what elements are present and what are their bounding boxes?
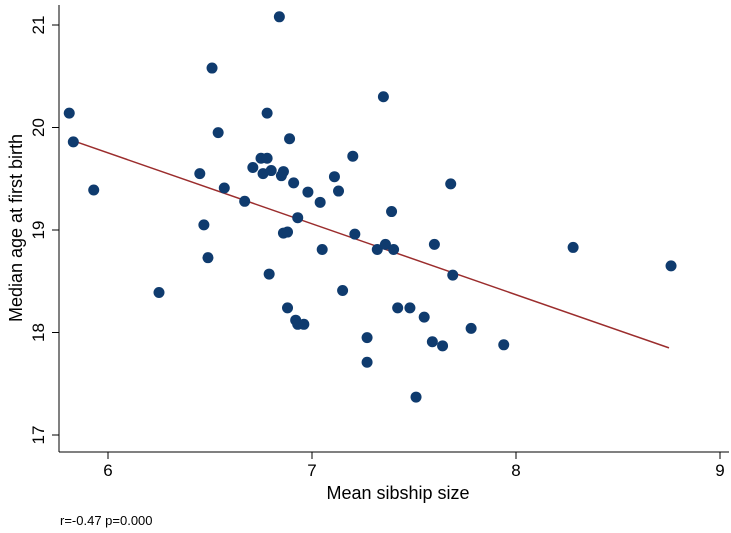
scatter-point bbox=[333, 185, 345, 197]
x-tick-label: 7 bbox=[307, 461, 316, 480]
scatter-point bbox=[284, 133, 296, 145]
scatter-point bbox=[288, 177, 300, 189]
y-axis-title: Median age at first birth bbox=[6, 134, 26, 322]
scatter-point bbox=[314, 196, 326, 208]
scatter-point bbox=[337, 284, 349, 296]
scatter-point bbox=[498, 339, 510, 351]
scatter-point bbox=[218, 182, 230, 194]
scatter-point bbox=[410, 391, 422, 403]
y-tick-label: 19 bbox=[29, 221, 48, 240]
scatter-point bbox=[153, 287, 165, 299]
scatter-point bbox=[388, 243, 400, 255]
scatter-point bbox=[273, 11, 285, 23]
scatter-point bbox=[404, 302, 416, 314]
scatter-point bbox=[361, 332, 373, 344]
scatter-point bbox=[292, 212, 304, 224]
scatter-point bbox=[349, 228, 361, 240]
scatter-point bbox=[447, 269, 459, 281]
x-axis-ticks: 6 7 8 9 bbox=[103, 452, 725, 480]
scatter-point bbox=[212, 127, 224, 139]
scatter-point bbox=[261, 152, 273, 164]
scatter-point bbox=[361, 356, 373, 368]
scatter-point bbox=[88, 184, 100, 196]
scatter-point bbox=[328, 171, 340, 183]
y-tick-label: 20 bbox=[29, 118, 48, 137]
scatter-point bbox=[347, 150, 359, 162]
scatter-point bbox=[437, 340, 449, 352]
scatter-point bbox=[316, 243, 328, 255]
scatter-point bbox=[445, 178, 457, 190]
scatter-point bbox=[261, 107, 273, 119]
scatter-point bbox=[426, 336, 438, 348]
y-tick-label: 18 bbox=[29, 323, 48, 342]
scatter-point bbox=[371, 243, 383, 255]
scatter-point bbox=[282, 302, 294, 314]
scatter-point bbox=[418, 311, 430, 323]
scatter-point bbox=[239, 195, 251, 207]
scatter-point bbox=[377, 91, 389, 103]
scatter-point bbox=[386, 206, 398, 218]
scatter-point bbox=[265, 165, 277, 177]
data-points bbox=[63, 11, 677, 403]
correlation-annotation: r=-0.47 p=0.000 bbox=[60, 513, 153, 528]
scatter-point bbox=[67, 136, 79, 148]
scatter-point bbox=[298, 318, 310, 330]
scatter-point bbox=[277, 166, 289, 178]
scatter-point bbox=[194, 168, 206, 180]
x-tick-label: 6 bbox=[103, 461, 112, 480]
scatter-point bbox=[392, 302, 404, 314]
scatter-point bbox=[63, 107, 75, 119]
y-axis-ticks: 17 18 19 20 21 bbox=[29, 16, 59, 445]
scatter-point bbox=[282, 226, 294, 238]
y-tick-label: 21 bbox=[29, 16, 48, 35]
scatter-point bbox=[665, 260, 677, 272]
scatter-point bbox=[247, 161, 259, 173]
scatter-point bbox=[428, 238, 440, 250]
scatter-point bbox=[198, 219, 210, 231]
scatter-point bbox=[263, 268, 275, 280]
scatter-point bbox=[567, 241, 579, 253]
scatter-point bbox=[302, 186, 314, 198]
scatter-point bbox=[465, 322, 477, 334]
fit-line bbox=[73, 140, 670, 349]
plot-area: 17 18 19 20 21 6 7 8 9 bbox=[29, 5, 729, 480]
x-tick-label: 8 bbox=[511, 461, 520, 480]
x-axis-title: Mean sibship size bbox=[326, 483, 469, 503]
scatter-point bbox=[379, 238, 391, 250]
x-tick-label: 9 bbox=[715, 461, 724, 480]
scatter-point bbox=[206, 62, 218, 74]
y-tick-label: 17 bbox=[29, 426, 48, 445]
scatter-point bbox=[202, 252, 214, 264]
